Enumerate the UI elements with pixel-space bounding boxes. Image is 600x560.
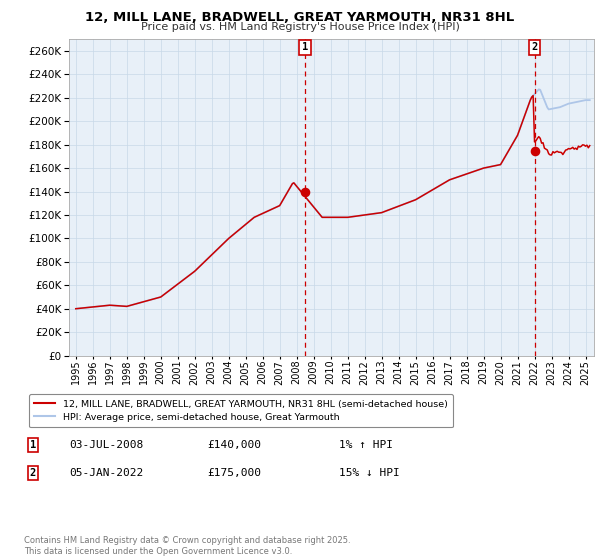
Text: Price paid vs. HM Land Registry's House Price Index (HPI): Price paid vs. HM Land Registry's House …	[140, 22, 460, 32]
Text: 2: 2	[532, 43, 538, 53]
Text: 1% ↑ HPI: 1% ↑ HPI	[339, 440, 393, 450]
Text: £140,000: £140,000	[207, 440, 261, 450]
Legend: 12, MILL LANE, BRADWELL, GREAT YARMOUTH, NR31 8HL (semi-detached house), HPI: Av: 12, MILL LANE, BRADWELL, GREAT YARMOUTH,…	[29, 394, 453, 427]
Text: 12, MILL LANE, BRADWELL, GREAT YARMOUTH, NR31 8HL: 12, MILL LANE, BRADWELL, GREAT YARMOUTH,…	[85, 11, 515, 24]
Text: 05-JAN-2022: 05-JAN-2022	[69, 468, 143, 478]
Point	[301, 187, 310, 196]
Text: 1: 1	[302, 43, 308, 53]
Text: 15% ↓ HPI: 15% ↓ HPI	[339, 468, 400, 478]
Point	[530, 146, 539, 155]
Text: 1: 1	[30, 440, 36, 450]
Text: 03-JUL-2008: 03-JUL-2008	[69, 440, 143, 450]
Text: Contains HM Land Registry data © Crown copyright and database right 2025.
This d: Contains HM Land Registry data © Crown c…	[24, 536, 350, 556]
Text: 2: 2	[30, 468, 36, 478]
Text: £175,000: £175,000	[207, 468, 261, 478]
